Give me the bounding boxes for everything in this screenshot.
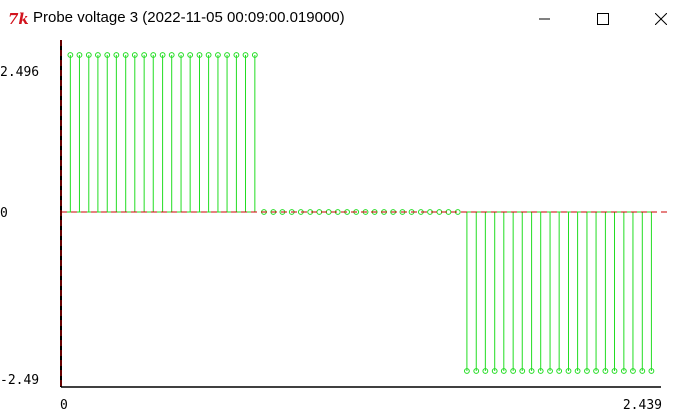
tk-feather-icon: 7k: [8, 10, 29, 28]
stem-marker: [76, 52, 83, 58]
stem-marker: [113, 52, 120, 58]
stem-marker: [233, 52, 240, 58]
minimize-button[interactable]: [522, 0, 568, 38]
stem-marker: [473, 368, 480, 374]
stem-marker: [159, 52, 166, 58]
probe-voltage-chart: 2.496 0 -2.49 0 2.439: [0, 40, 670, 413]
stem-marker: [205, 52, 212, 58]
ytick-label-min: -2.49: [0, 373, 39, 388]
stem-marker: [95, 52, 101, 58]
stem-marker: [620, 368, 627, 374]
stem-marker: [224, 52, 230, 58]
stem-marker: [510, 368, 517, 374]
stem-marker: [85, 52, 92, 58]
stem-marker: [242, 52, 249, 58]
stem-marker: [593, 368, 599, 374]
stem-marker: [196, 52, 203, 58]
stem-marker: [141, 52, 148, 58]
stem-series: [61, 52, 655, 374]
minimize-icon: [539, 18, 550, 20]
ytick-label-max: 2.496: [0, 65, 39, 80]
stem-marker: [464, 368, 470, 374]
ytick-label-zero: 0: [0, 206, 8, 221]
stem-marker: [67, 52, 74, 58]
stem-marker: [584, 368, 590, 374]
stem-marker: [168, 52, 175, 58]
stem-marker: [602, 368, 609, 374]
xtick-label-end: 2.439: [623, 398, 662, 413]
stem-marker: [251, 52, 258, 58]
stem-marker: [648, 368, 655, 374]
stem-marker: [556, 368, 563, 374]
window-title: Probe voltage 3 (2022-11-05 00:09:00.019…: [33, 9, 345, 26]
stem-marker: [500, 368, 507, 374]
stem-marker: [547, 368, 553, 374]
stem-marker: [630, 368, 636, 374]
stem-marker: [565, 368, 572, 374]
stem-marker: [574, 368, 581, 374]
stem-marker: [215, 52, 221, 58]
stem-marker: [528, 368, 535, 374]
stem-marker: [537, 368, 544, 374]
title-bar[interactable]: 7k Probe voltage 3 (2022-11-05 00:09:00.…: [0, 0, 687, 38]
stem-marker: [187, 52, 194, 58]
stem-marker: [639, 368, 646, 374]
close-button[interactable]: [638, 0, 684, 38]
stem-marker: [131, 52, 138, 58]
maximize-button[interactable]: [580, 0, 626, 38]
stem-marker: [482, 368, 489, 374]
xtick-label-start: 0: [60, 398, 68, 413]
stem-marker: [178, 52, 184, 58]
stem-marker: [519, 368, 526, 374]
stem-marker: [316, 209, 323, 215]
stem-marker: [150, 52, 157, 58]
close-icon: [655, 13, 667, 25]
stem-marker: [104, 52, 111, 58]
maximize-icon: [597, 13, 609, 25]
stem-marker: [491, 368, 498, 374]
stem-marker: [122, 52, 129, 58]
stem-marker: [611, 368, 618, 374]
